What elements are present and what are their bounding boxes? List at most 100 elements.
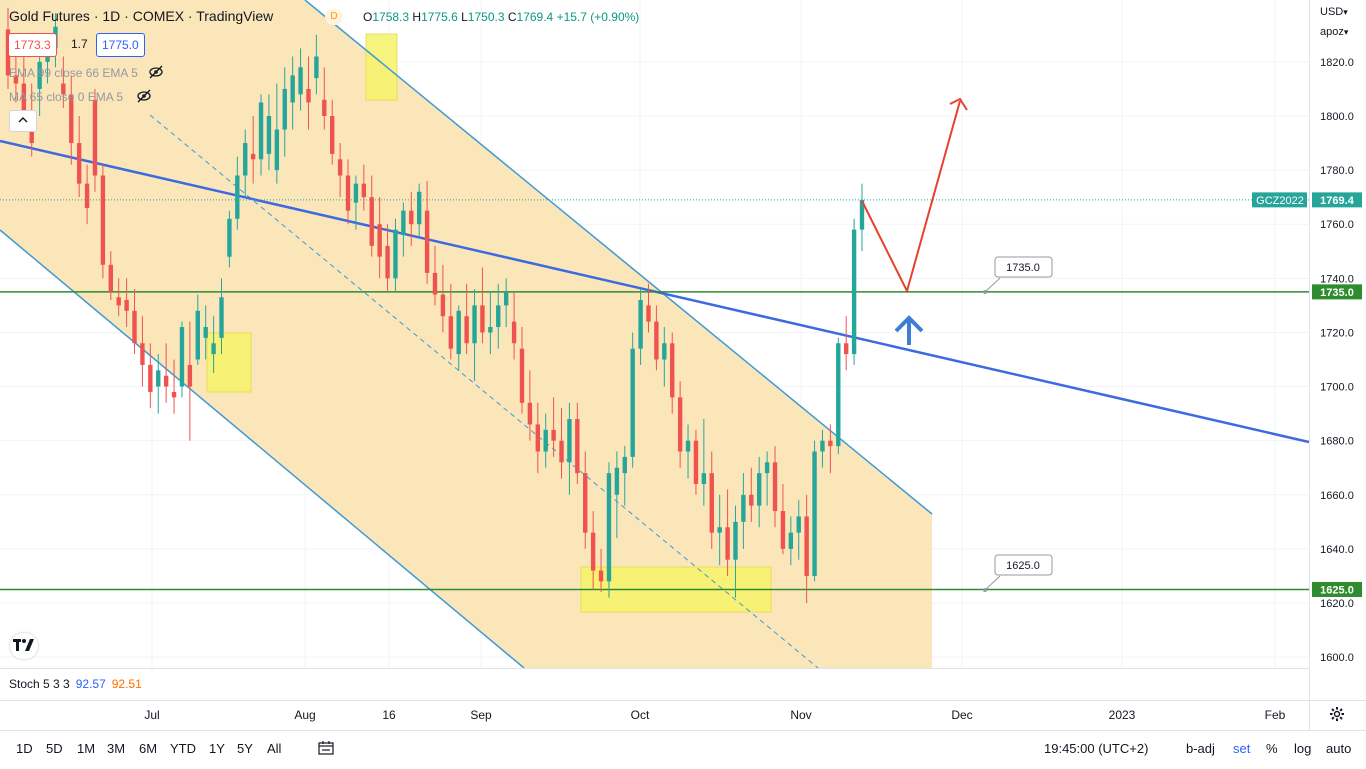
timeframe-button-all[interactable]: All (267, 741, 282, 756)
chart-option-set[interactable]: set (1233, 741, 1251, 756)
candle (84, 164, 90, 225)
timeframe-button-3m[interactable]: 3M (107, 741, 126, 756)
candle (76, 116, 82, 198)
candle (772, 446, 778, 528)
candle (622, 446, 627, 506)
candle (630, 332, 635, 468)
price-tick-label: 1660.0 (1320, 490, 1354, 502)
chart-option-auto[interactable]: auto (1326, 741, 1352, 756)
stoch-indicator-label[interactable]: Stoch 5 3 3 92.57 92.51 (9, 677, 142, 691)
time-tick-label: Sep (470, 708, 492, 722)
candle (685, 424, 691, 479)
calendar-range-icon[interactable] (318, 741, 334, 755)
candle (812, 440, 817, 582)
collapse-legend-button[interactable] (9, 110, 37, 132)
ma-indicator-label[interactable]: MA 65 close 0 EMA 5 (9, 90, 124, 104)
candle (337, 143, 343, 198)
candle (203, 305, 208, 360)
chart-option-percent[interactable]: % (1266, 741, 1278, 756)
chart-option-b-adj[interactable]: b-adj (1186, 741, 1215, 756)
candle (757, 456, 762, 528)
channel-mid-line (149, 114, 819, 668)
candle (243, 129, 248, 198)
level-1735-label: 1735.0 (1320, 287, 1354, 299)
gear-icon[interactable] (1329, 706, 1345, 727)
timeframe-button-5d[interactable]: 5D (46, 741, 63, 756)
price-tick-label: 1820.0 (1320, 57, 1354, 69)
timeframe-button-1m[interactable]: 1M (77, 741, 96, 756)
clock-timezone[interactable]: 19:45:00 (UTC+2) (1044, 741, 1149, 756)
candle (519, 327, 525, 414)
sell-price-button[interactable]: 1773.3 (8, 33, 57, 57)
candle (646, 283, 651, 333)
candle (61, 56, 66, 108)
candle (709, 451, 714, 549)
candle (440, 264, 446, 333)
candle (583, 451, 588, 549)
timeframe-button-1y[interactable]: 1Y (209, 741, 225, 756)
candle (503, 278, 509, 328)
candle (369, 175, 374, 257)
chevron-down-icon: ▾ (1343, 27, 1349, 37)
candle (69, 75, 74, 165)
buy-price-button[interactable]: 1775.0 (96, 33, 145, 57)
price-tick-label: 1640.0 (1320, 544, 1354, 556)
eye-off-icon[interactable] (136, 88, 152, 107)
time-tick-label: 16 (382, 708, 396, 722)
candle (219, 278, 224, 355)
candle (543, 413, 548, 468)
candle (298, 48, 303, 111)
candle (567, 402, 572, 495)
projection-path (861, 100, 961, 294)
candle (701, 419, 707, 506)
ema-indicator-label[interactable]: EMA 99 close 66 EMA 5 (9, 66, 138, 80)
candle (266, 94, 272, 171)
candle (638, 289, 643, 365)
candle (511, 291, 517, 360)
candle (322, 67, 327, 130)
eye-off-icon[interactable] (148, 64, 164, 83)
price-tick-label: 1700.0 (1320, 382, 1354, 394)
candle (132, 289, 137, 355)
candle (677, 381, 683, 468)
candle (780, 483, 786, 555)
candle (306, 56, 311, 130)
candle (409, 191, 414, 246)
candle (432, 245, 438, 306)
candle (140, 316, 145, 387)
candle (764, 451, 770, 506)
timeframe-button-1d[interactable]: 1D (16, 741, 33, 756)
price-axis[interactable]: 1600.0 1620.0 1640.0 1660.0 1680.0 1700.0 1720… (1320, 57, 1354, 664)
time-tick-label: Feb (1265, 708, 1286, 722)
callout-1625[interactable]: 1625.0 (983, 554, 1053, 592)
time-axis[interactable]: Jul Aug 16 Sep Oct Nov Dec 2023 Feb (144, 708, 1285, 722)
candle (488, 291, 493, 355)
candle (851, 218, 857, 365)
price-tick-label: 1720.0 (1320, 327, 1354, 339)
chevron-up-icon (18, 117, 28, 123)
time-tick-label: Jul (144, 708, 159, 722)
currency-selector[interactable]: USD▾ (1320, 6, 1348, 18)
candle (393, 218, 398, 292)
candle (606, 462, 612, 598)
candle (250, 116, 256, 184)
price-tick-label: 1740.0 (1320, 273, 1354, 285)
tradingview-logo-icon[interactable] (10, 633, 38, 659)
callout-1735[interactable]: 1735.0 (983, 256, 1053, 294)
timeframe-button-ytd[interactable]: YTD (170, 741, 196, 756)
time-tick-label: Dec (951, 708, 972, 722)
spread-value: 1.7 (71, 37, 88, 51)
callout-1735-text: 1735.0 (1006, 262, 1040, 274)
candle (796, 500, 801, 560)
timeframe-button-6m[interactable]: 6M (139, 741, 158, 756)
candle (282, 67, 287, 157)
candle (353, 175, 359, 230)
up-arrow-icon (894, 315, 924, 345)
user-menu[interactable]: apoz▾ (1320, 26, 1349, 38)
candle (843, 316, 849, 371)
chart-option-log[interactable]: log (1294, 741, 1312, 756)
timeframe-button-5y[interactable]: 5Y (237, 741, 253, 756)
bottom-toolbar (0, 730, 1366, 769)
candle (171, 359, 177, 414)
